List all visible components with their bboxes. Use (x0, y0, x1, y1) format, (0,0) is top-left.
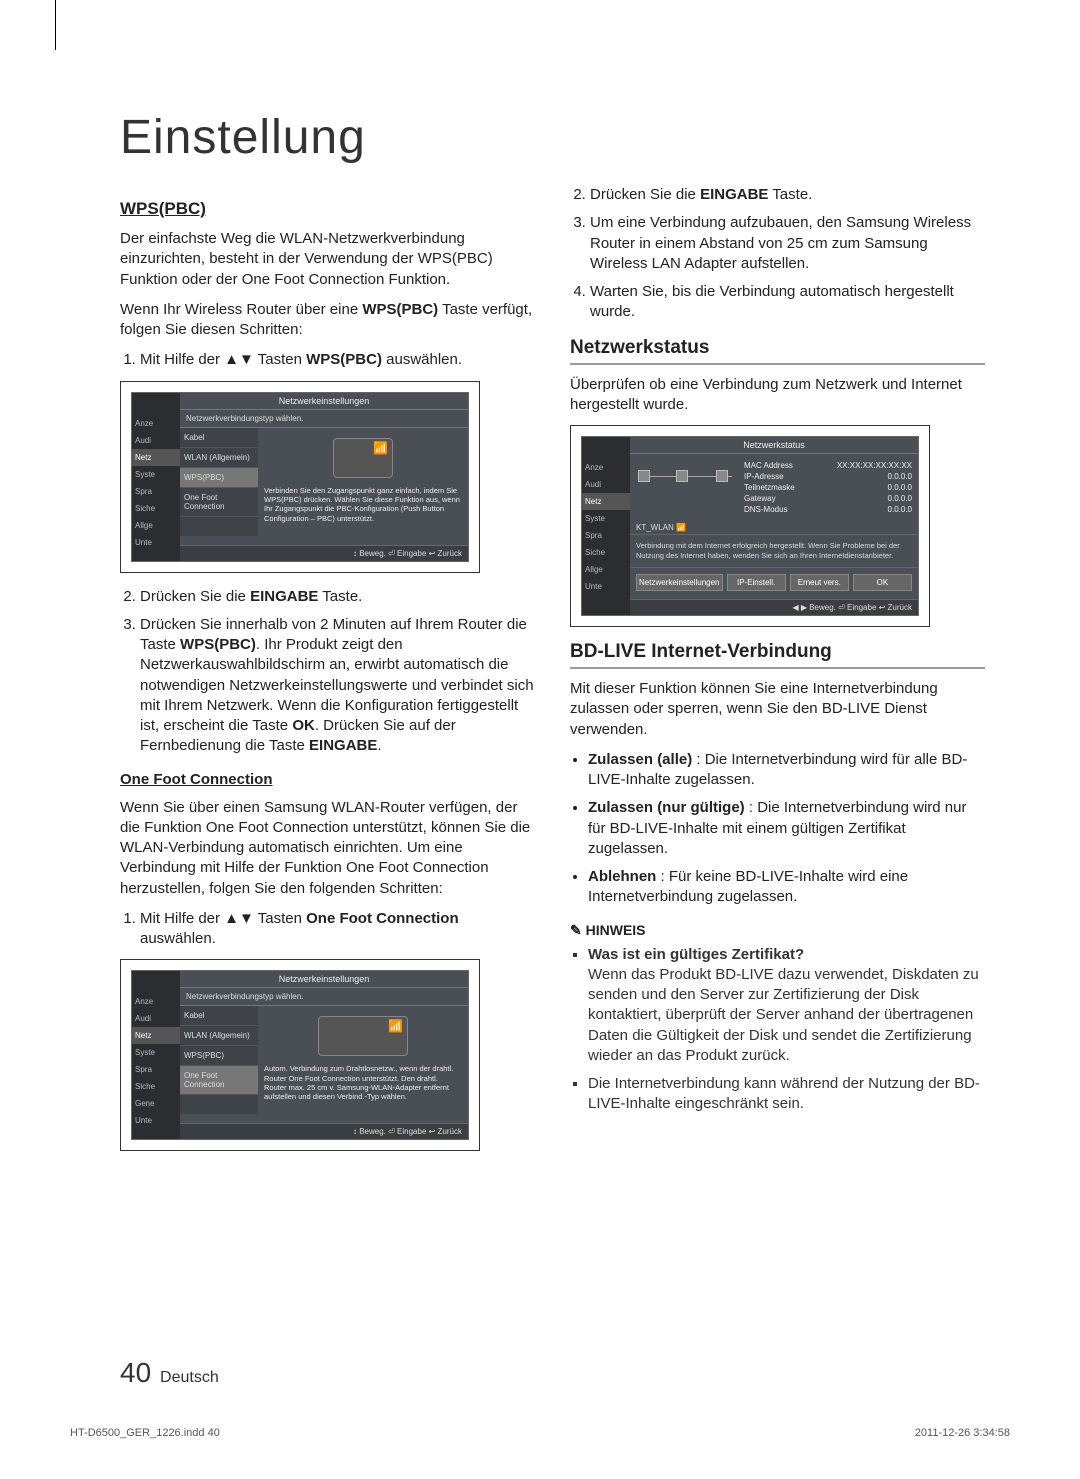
ui-sidebar: Anze Audi Netz Syste Spra Siche Allge Un… (132, 393, 180, 561)
wpspbc-step3: Drücken Sie innerhalb von 2 Minuten auf … (140, 615, 535, 757)
wpspbc-p1: Der einfachste Weg die WLAN-Netzwerkverb… (120, 229, 535, 290)
status-buttons: Netzwerkeinstellungen IP-Einstell. Erneu… (630, 568, 918, 597)
bdlive-b2: Zulassen (nur gültige) : Die Internetver… (588, 798, 985, 859)
note-2: Die Internetverbindung kann während der … (588, 1074, 985, 1115)
page-title: Einstellung (120, 110, 1010, 165)
right-step4: Warten Sie, bis die Verbindung automatis… (590, 282, 985, 323)
bdlive-b3: Ablehnen : Für keine BD-LIVE-Inhalte wir… (588, 867, 985, 908)
status-msg: Verbindung mit dem Internet erfolgreich … (630, 534, 918, 568)
bdlive-p1: Mit dieser Funktion können Sie eine Inte… (570, 679, 985, 740)
ui-list: Kabel WLAN (Allgemein) WPS(PBC) One Foot… (180, 428, 258, 536)
ui-footer: ↕ Beweg. ⏎ Eingabe ↩ Zurück (180, 545, 468, 561)
note-1: Was ist ein gültiges Zertifikat?Wenn das… (588, 945, 985, 1067)
bdlive-heading: BD-LIVE Internet-Verbindung (570, 641, 985, 669)
ui-screenshot-onefoot: Einstell. Anze Audi Netz Syste Spra Sich… (120, 959, 480, 1151)
right-column: Drücken Sie die EINGABE Taste. Um eine V… (570, 185, 985, 1165)
print-mark: HT-D6500_GER_1226.indd 40 2011-12-26 3:3… (70, 1427, 1010, 1439)
ui-header: Netzwerkeinstellungen (180, 393, 468, 410)
page-footer: 40 Deutsch (120, 1357, 219, 1389)
onefoot-heading: One Foot Connection (120, 771, 535, 788)
onefoot-step1: Mit Hilfe der ▲▼ Tasten One Foot Connect… (140, 909, 535, 950)
netstatus-p1: Überprüfen ob eine Verbindung zum Netzwe… (570, 375, 985, 416)
left-column: WPS(PBC) Der einfachste Weg die WLAN-Net… (120, 185, 535, 1165)
status-labels: MAC AddressXX:XX:XX:XX:XX:XX IP-Adresse0… (744, 460, 912, 515)
right-step2: Drücken Sie die EINGABE Taste. (590, 185, 985, 205)
network-diagram-icon (636, 460, 736, 504)
status-ap: KT_WLAN 📶 (630, 521, 918, 534)
wpspbc-heading: WPS(PBC) (120, 199, 535, 219)
note-heading: HINWEIS (570, 922, 985, 939)
ui-screenshot-status: Ein---- Anze Audi Netz Syste Spra Siche … (570, 425, 930, 627)
wpspbc-step2: Drücken Sie die EINGABE Taste. (140, 587, 535, 607)
ui-screenshot-wps: Einstell. Anze Audi Netz Syste Spra Sich… (120, 381, 480, 573)
ui-desc-text: Verbinden Sie den Zugangspunkt ganz einf… (264, 486, 462, 524)
router-icon (333, 438, 393, 478)
netstatus-heading: Netzwerkstatus (570, 337, 985, 365)
ui-sub: Netzwerkverbindungstyp wählen. (180, 410, 468, 428)
wpspbc-step1: Mit Hilfe der ▲▼ Tasten WPS(PBC) auswähl… (140, 350, 535, 370)
bdlive-b1: Zulassen (alle) : Die Internetverbindung… (588, 750, 985, 791)
right-step3: Um eine Verbindung aufzubauen, den Samsu… (590, 213, 985, 274)
router-pair-icon (318, 1016, 408, 1056)
wpspbc-p2: Wenn Ihr Wireless Router über eine WPS(P… (120, 300, 535, 341)
onefoot-p1: Wenn Sie über einen Samsung WLAN-Router … (120, 798, 535, 899)
